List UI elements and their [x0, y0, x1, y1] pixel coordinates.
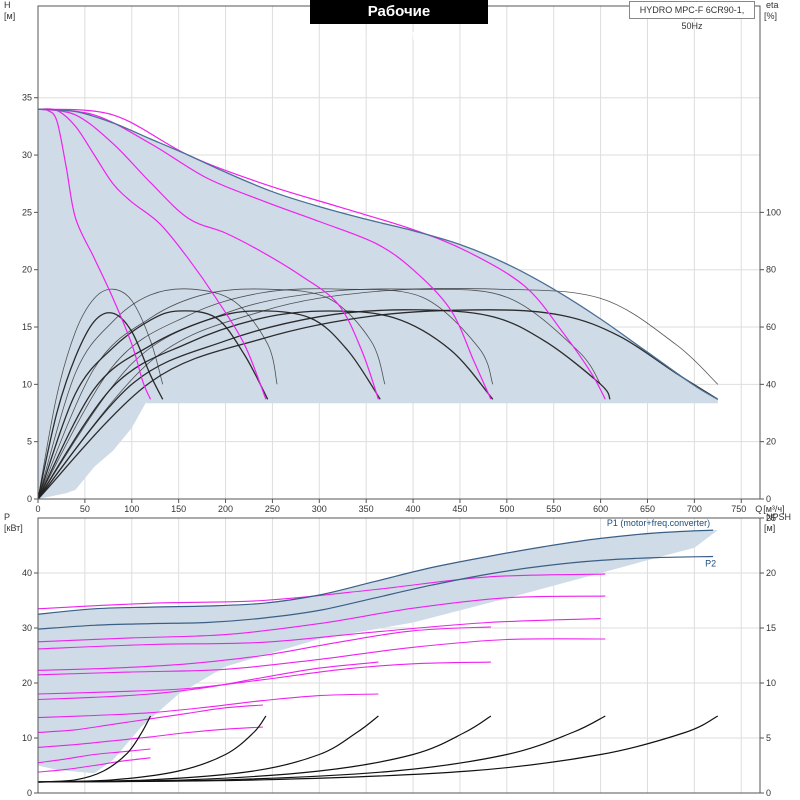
reduced-speed-curve: [37, 108, 606, 400]
npsh-curve: [37, 715, 719, 783]
x-tick-label: 700: [687, 504, 702, 514]
y-tick-label: 0: [27, 788, 32, 798]
chart-title: Рабочие характеристики: [310, 0, 488, 44]
y-tick-label: 25: [22, 207, 32, 217]
pump-model-label: HYDRO MPC-F 6CR90-1, 50Hz: [629, 1, 755, 31]
reduced-speed-curve: [37, 108, 152, 400]
power-p2-label: P2: [705, 559, 716, 569]
power-p1-curve: [37, 529, 714, 615]
reduced-power-curve: [37, 704, 264, 734]
power-p2-curve: [37, 555, 714, 630]
y-tick-label: 20: [22, 265, 32, 275]
efficiency-curve: [37, 288, 386, 500]
x-tick-label: 200: [218, 504, 233, 514]
x-tick-label: 300: [312, 504, 327, 514]
power-range-area: [38, 530, 718, 774]
y2-axis-label: NPSH: [766, 512, 791, 522]
x-tick-label: 450: [452, 504, 467, 514]
y-tick-label: 5: [27, 437, 32, 447]
y2-tick-label: 40: [766, 379, 776, 389]
reduced-power-curve: [37, 757, 151, 773]
head-chart-curves: [37, 108, 719, 500]
x-tick-label: 600: [593, 504, 608, 514]
x-tick-label: 500: [499, 504, 514, 514]
power-chart-curves: P1 (motor+freq.converter) P2: [37, 518, 719, 783]
reduced-speed-curve: [37, 108, 267, 400]
reduced-power-curve: [37, 595, 606, 643]
x-tick-label: 350: [359, 504, 374, 514]
reduced-power-curve: [37, 661, 491, 695]
reduced-power-curve: [37, 626, 491, 671]
y2-tick-label: 60: [766, 322, 776, 332]
reduced-power-curve: [37, 693, 379, 719]
reduced-speed-curve: [37, 108, 379, 400]
x-tick-label: 0: [35, 504, 40, 514]
x-tick-label: 150: [171, 504, 186, 514]
y-tick-label: 15: [22, 322, 32, 332]
x-tick-label: 100: [124, 504, 139, 514]
y2-tick-label: 10: [766, 678, 776, 688]
efficiency-curve: [37, 288, 601, 500]
y2-tick-label: 80: [766, 265, 776, 275]
plot-frame: [37, 517, 761, 794]
y-tick-label: 10: [22, 733, 32, 743]
efficiency-curve: [37, 288, 719, 500]
y2-tick-label: 20: [766, 568, 776, 578]
y-tick-label: 10: [22, 379, 32, 389]
power-p1-label: P1 (motor+freq.converter): [607, 518, 710, 528]
y-tick-label: 20: [22, 678, 32, 688]
efficiency-curve: [37, 288, 164, 500]
y-axis-unit: [кВт]: [4, 523, 23, 533]
y2-tick-label: 25: [766, 513, 776, 523]
y-tick-label: 0: [27, 494, 32, 504]
npsh-curve: [37, 715, 152, 783]
efficiency-curve: [37, 288, 494, 500]
max-speed-curve: [37, 108, 719, 400]
y-tick-label: 30: [22, 150, 32, 160]
x-tick-label: 750: [731, 504, 746, 514]
y2-tick-label: 5: [766, 733, 771, 743]
efficiency-curve: [37, 309, 719, 500]
y2-tick-label: 100: [766, 207, 781, 217]
reduced-power-curve: [37, 638, 606, 676]
y2-tick-label: 0: [766, 494, 771, 504]
efficiency-curve: [37, 312, 164, 500]
x-axis-label: Q: [755, 504, 762, 514]
y-axis-label: P: [4, 512, 10, 522]
efficiency-curve: [37, 288, 278, 500]
npsh-curve: [37, 715, 267, 783]
reduced-power-curve: [37, 618, 601, 650]
power-chart-axes: 0 10 20 30 40 0 5 10 15 20 25 P[кВт] NPSH[м]: [4, 512, 791, 798]
x-tick-label: 250: [265, 504, 280, 514]
y2-axis-unit: [м]: [764, 523, 775, 533]
x-tick-label: 550: [546, 504, 561, 514]
y-tick-label: 40: [22, 568, 32, 578]
reduced-power-curve: [37, 726, 264, 748]
efficiency-curve: [37, 310, 269, 500]
efficiency-curve: [37, 310, 494, 500]
x-tick-label: 400: [406, 504, 421, 514]
x-tick-label: 650: [640, 504, 655, 514]
reduced-power-curve: [37, 748, 151, 764]
y2-axis-label: eta: [766, 0, 779, 10]
reduced-speed-curve: [37, 108, 492, 400]
y2-tick-label: 15: [766, 623, 776, 633]
efficiency-curve: [37, 309, 611, 500]
y-axis-label: H: [4, 0, 11, 10]
x-tick-label: 50: [80, 504, 90, 514]
y2-tick-label: 20: [766, 437, 776, 447]
x-axis-unit: [м³/ч]: [763, 504, 784, 514]
y-axis-unit: [м]: [4, 11, 15, 21]
y2-axis-unit: [%]: [764, 11, 777, 21]
y2-tick-label: 0: [766, 788, 771, 798]
operating-range-area: [38, 109, 718, 499]
y-tick-label: 35: [22, 93, 32, 103]
y-tick-label: 30: [22, 623, 32, 633]
reduced-power-curve: [37, 661, 379, 701]
